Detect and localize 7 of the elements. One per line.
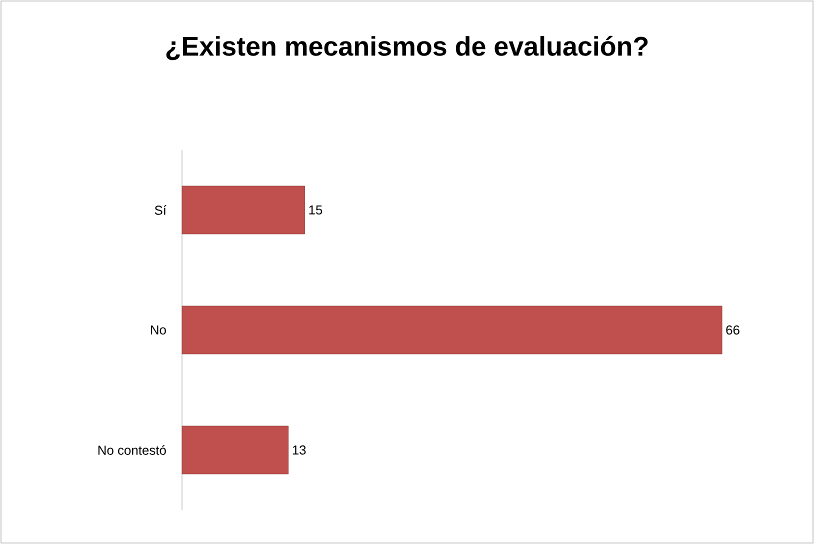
- data-label: 15: [309, 205, 322, 215]
- y-tick-label: No contestó: [98, 445, 166, 455]
- y-tick-label: No: [150, 325, 166, 335]
- data-label: 13: [292, 445, 306, 455]
- chart-title: ¿Existen mecanismos de evaluación?: [166, 36, 648, 60]
- y-tick-label: Sí: [154, 205, 166, 215]
- data-label: 66: [726, 325, 740, 335]
